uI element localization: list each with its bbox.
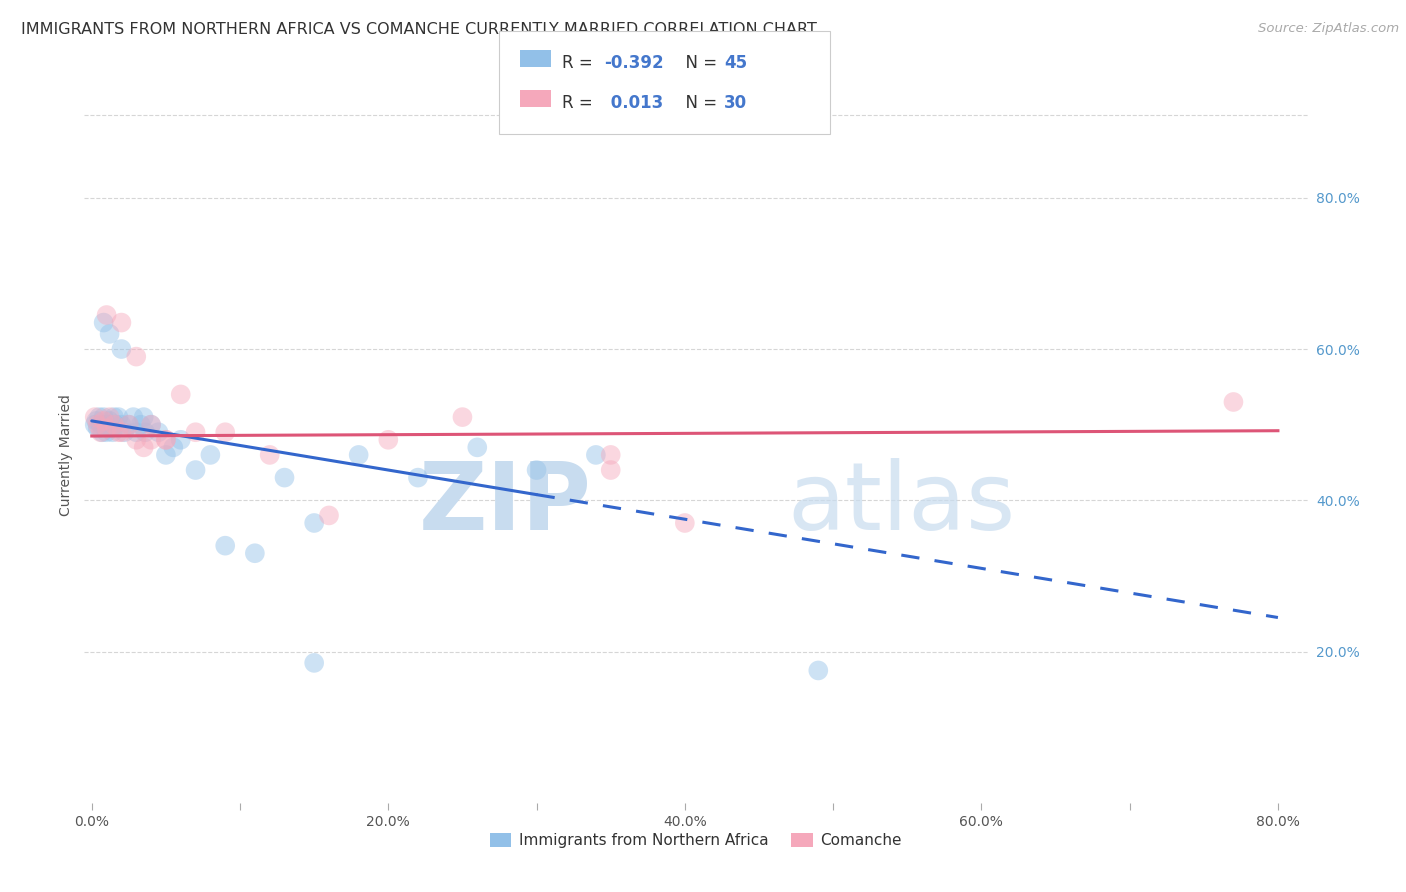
Point bbox=[90, 425, 112, 440]
Text: ZIP: ZIP bbox=[419, 458, 592, 549]
Point bbox=[98, 414, 121, 428]
Point bbox=[526, 463, 548, 477]
Point bbox=[86, 421, 108, 435]
Point bbox=[83, 417, 105, 432]
Point bbox=[347, 448, 370, 462]
Point bbox=[155, 433, 177, 447]
Point bbox=[100, 421, 122, 435]
Y-axis label: Currently Married: Currently Married bbox=[59, 394, 73, 516]
Point bbox=[129, 417, 152, 432]
Text: R =: R = bbox=[562, 54, 599, 71]
Text: R =: R = bbox=[562, 94, 599, 112]
Point bbox=[170, 387, 193, 401]
Point bbox=[118, 417, 141, 432]
Point bbox=[96, 308, 118, 322]
Text: 0.013: 0.013 bbox=[605, 94, 662, 112]
Point bbox=[139, 417, 162, 432]
Point bbox=[259, 448, 281, 462]
Point bbox=[148, 425, 170, 440]
Point bbox=[184, 463, 207, 477]
Point bbox=[110, 425, 132, 440]
Point bbox=[139, 433, 162, 447]
Point bbox=[273, 470, 295, 484]
Point bbox=[170, 433, 193, 447]
Point bbox=[599, 448, 621, 462]
Point bbox=[155, 433, 177, 447]
Point bbox=[86, 417, 108, 432]
Point bbox=[107, 425, 129, 440]
Legend: Immigrants from Northern Africa, Comanche: Immigrants from Northern Africa, Comanch… bbox=[484, 827, 908, 855]
Point bbox=[214, 539, 236, 553]
Text: 45: 45 bbox=[724, 54, 747, 71]
Point bbox=[377, 433, 399, 447]
Point bbox=[125, 433, 148, 447]
Point bbox=[585, 448, 607, 462]
Point bbox=[673, 516, 696, 530]
Point bbox=[96, 425, 118, 440]
Point bbox=[599, 463, 621, 477]
Point bbox=[83, 410, 105, 425]
Point bbox=[162, 441, 184, 455]
Point bbox=[103, 417, 125, 432]
Point bbox=[97, 417, 120, 432]
Point bbox=[184, 425, 207, 440]
Text: N =: N = bbox=[675, 54, 723, 71]
Point bbox=[134, 425, 156, 440]
Point bbox=[302, 516, 325, 530]
Point bbox=[112, 425, 135, 440]
Point bbox=[93, 410, 115, 425]
Point bbox=[451, 410, 474, 425]
Point bbox=[94, 417, 117, 432]
Point bbox=[101, 425, 124, 440]
Point bbox=[110, 417, 132, 432]
Text: IMMIGRANTS FROM NORTHERN AFRICA VS COMANCHE CURRENTLY MARRIED CORRELATION CHART: IMMIGRANTS FROM NORTHERN AFRICA VS COMAN… bbox=[21, 22, 817, 37]
Point bbox=[200, 448, 222, 462]
Point bbox=[139, 417, 162, 432]
Point bbox=[90, 417, 112, 432]
Point bbox=[132, 410, 155, 425]
Point bbox=[155, 448, 177, 462]
Point bbox=[118, 417, 141, 432]
Point bbox=[132, 441, 155, 455]
Point bbox=[91, 425, 114, 440]
Point bbox=[406, 470, 429, 484]
Point bbox=[93, 414, 115, 428]
Point bbox=[125, 425, 148, 440]
Point bbox=[1222, 395, 1244, 409]
Point bbox=[110, 316, 132, 330]
Point bbox=[103, 410, 125, 425]
Point bbox=[104, 417, 127, 432]
Text: -0.392: -0.392 bbox=[605, 54, 664, 71]
Point bbox=[243, 546, 266, 560]
Point bbox=[318, 508, 340, 523]
Text: N =: N = bbox=[675, 94, 723, 112]
Point bbox=[93, 316, 115, 330]
Point bbox=[122, 410, 145, 425]
Point bbox=[302, 656, 325, 670]
Point bbox=[98, 326, 121, 341]
Point bbox=[98, 410, 121, 425]
Text: Source: ZipAtlas.com: Source: ZipAtlas.com bbox=[1258, 22, 1399, 36]
Point bbox=[110, 342, 132, 356]
Point bbox=[125, 350, 148, 364]
Text: 30: 30 bbox=[724, 94, 747, 112]
Point bbox=[89, 410, 111, 425]
Point bbox=[96, 421, 118, 435]
Text: atlas: atlas bbox=[787, 458, 1017, 549]
Point bbox=[807, 664, 830, 678]
Point bbox=[107, 410, 129, 425]
Point bbox=[465, 441, 488, 455]
Point bbox=[84, 414, 107, 428]
Point bbox=[214, 425, 236, 440]
